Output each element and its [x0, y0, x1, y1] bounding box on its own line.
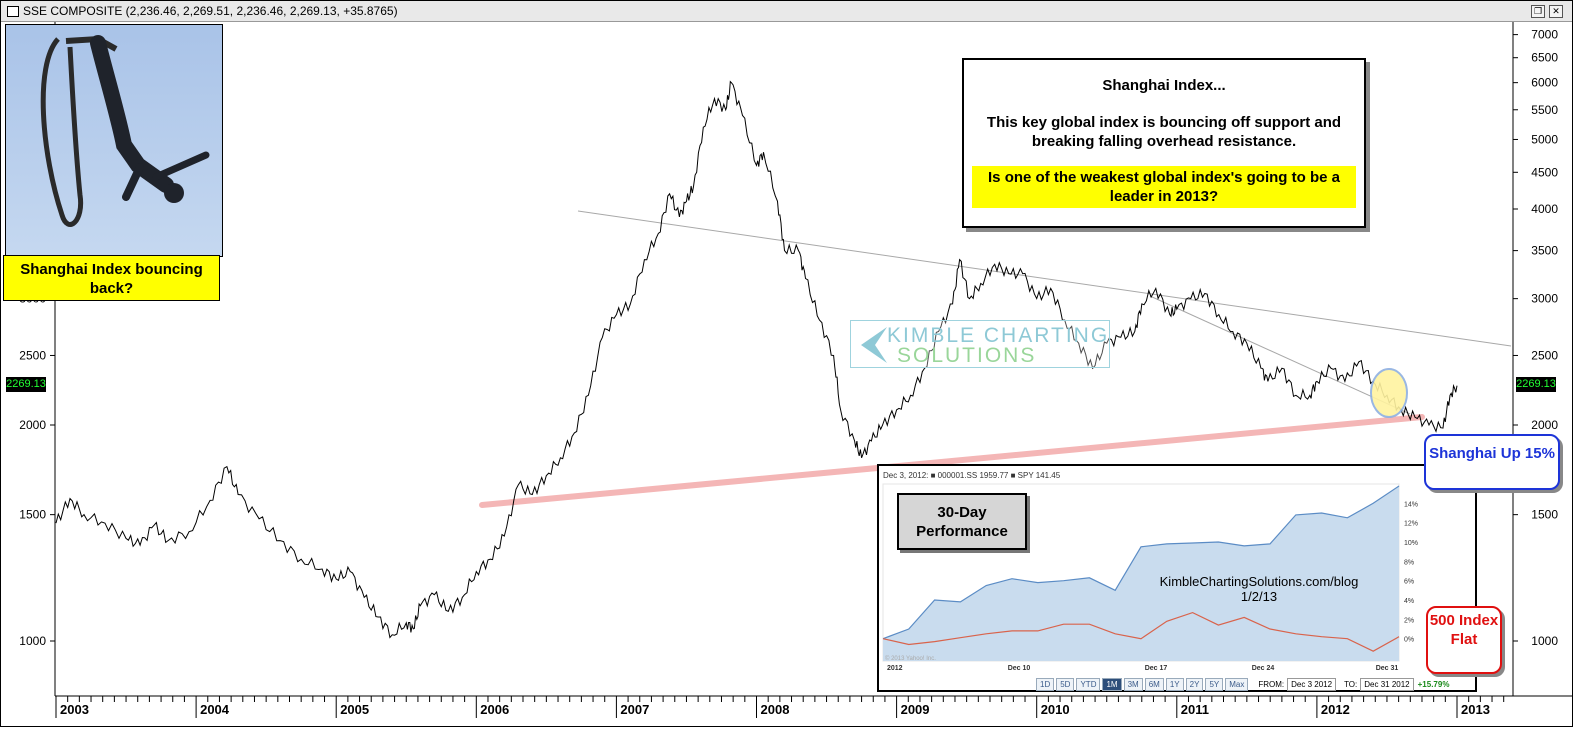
range-button-2y[interactable]: 2Y: [1185, 677, 1204, 691]
inset-copyright: © 2013 Yahoo! Inc.: [885, 656, 936, 662]
inset-legend: Dec 3, 2012: ■ 000001.SS 1959.77 ■ SPY 1…: [883, 471, 1061, 480]
inset-ytick-label: 12%: [1404, 521, 1418, 528]
change-percent: +15.79%: [1417, 679, 1450, 689]
left-tick-label: 1000: [19, 634, 46, 648]
from-label: FROM:: [1258, 679, 1285, 689]
right-tick-label: 2500: [1531, 348, 1558, 362]
range-button-1m[interactable]: 1M: [1102, 677, 1122, 691]
year-label: 2011: [1181, 702, 1209, 717]
right-tick-label: 7000: [1531, 28, 1558, 42]
performance-label-box: 30-Day Performance: [897, 493, 1027, 550]
right-tick-label: 4500: [1531, 165, 1558, 179]
inset-ytick-label: 14%: [1404, 501, 1418, 508]
window-title: SSE COMPOSITE (2,236.46, 2,269.51, 2,236…: [23, 4, 398, 18]
inset-ytick-label: 2%: [1404, 617, 1414, 624]
inset-xtick-label: 2012: [887, 665, 903, 672]
right-tick-label: 1500: [1531, 508, 1558, 522]
year-label: 2013: [1461, 702, 1490, 717]
range-button-5d[interactable]: 5D: [1056, 677, 1075, 691]
inset-ytick-label: 4%: [1404, 598, 1414, 605]
highlight-ellipse: [1370, 368, 1408, 418]
last-price-tag-left: 2269.13: [6, 377, 46, 392]
left-tick-label: 1500: [19, 508, 46, 522]
right-tick-label: 3000: [1531, 292, 1558, 306]
inset-watermark: KimbleChartingSolutions.com/blog 1/2/13: [1109, 574, 1409, 604]
last-price-tag-right: 2269.13: [1516, 377, 1556, 392]
shanghai-callout: Shanghai Up 15%: [1424, 434, 1560, 490]
year-label: 2009: [901, 702, 930, 717]
price-line: [55, 80, 1458, 639]
right-tick-label: 2000: [1531, 418, 1558, 432]
to-date-input[interactable]: Dec 31 2012: [1360, 677, 1414, 691]
year-label: 2006: [480, 702, 509, 717]
year-label: 2008: [761, 702, 790, 717]
close-button[interactable]: ✕: [1549, 5, 1563, 18]
right-tick-label: 1000: [1531, 634, 1558, 648]
left-tick-label: 2000: [19, 418, 46, 432]
kimble-watermark: KIMBLE CHARTING SOLUTIONS: [850, 320, 1110, 368]
year-label: 2004: [200, 702, 230, 717]
to-label: TO:: [1344, 679, 1358, 689]
inset-ytick-label: 10%: [1404, 540, 1418, 547]
annotation-body: This key global index is bouncing off su…: [986, 114, 1342, 150]
resistance-trendline: [577, 210, 1512, 347]
inset-ytick-label: 6%: [1404, 579, 1414, 586]
photo-caption: Shanghai Index bouncing back?: [3, 255, 220, 301]
range-button-max[interactable]: Max: [1225, 677, 1249, 691]
watermark-line2: SOLUTIONS: [897, 344, 1037, 367]
right-tick-label: 4000: [1531, 202, 1558, 216]
restore-button[interactable]: ❐: [1531, 5, 1545, 18]
right-tick-label: 5500: [1531, 103, 1558, 117]
year-label: 2012: [1321, 702, 1350, 717]
bungee-jumper-illustration: [40, 35, 210, 227]
range-button-1y[interactable]: 1Y: [1165, 677, 1184, 691]
inset-xtick-label: Dec 24: [1252, 665, 1275, 672]
watermark-line1: KIMBLE CHARTING: [887, 324, 1110, 347]
inset-date: 1/2/13: [1240, 589, 1278, 604]
from-date-input[interactable]: Dec 3 2012: [1287, 677, 1337, 691]
inset-xtick-label: Dec 17: [1145, 665, 1168, 672]
right-tick-label: 3500: [1531, 244, 1558, 258]
inset-xtick-label: Dec 31: [1376, 665, 1399, 672]
annotation-heading: Shanghai Index...: [1102, 77, 1226, 94]
annotation-box: Shanghai Index... This key global index …: [962, 58, 1366, 228]
left-tick-label: 2500: [19, 348, 46, 362]
sp500-callout: 500 Index Flat: [1426, 606, 1502, 674]
performance-inset: Dec 3, 2012: ■ 000001.SS 1959.77 ■ SPY 1…: [877, 464, 1477, 692]
year-label: 2005: [340, 702, 369, 717]
right-tick-label: 6500: [1531, 51, 1558, 65]
support-trendline: [479, 414, 1425, 508]
range-button-3m[interactable]: 3M: [1123, 677, 1143, 691]
short-resistance-trendline: [1149, 295, 1411, 415]
year-label: 2007: [620, 702, 649, 717]
inset-shanghai-line: [882, 485, 1400, 640]
year-label: 2010: [1041, 702, 1070, 717]
inset-spy-line: [882, 611, 1400, 652]
range-button-6m[interactable]: 6M: [1144, 677, 1164, 691]
inset-xtick-label: Dec 10: [1008, 665, 1031, 672]
watermark-logo-icon: [861, 327, 887, 363]
window-titlebar: SSE COMPOSITE (2,236.46, 2,269.51, 2,236…: [1, 1, 1572, 22]
year-label: 2003: [60, 702, 89, 717]
inset-ytick-label: 0%: [1404, 637, 1414, 644]
right-tick-label: 6000: [1531, 76, 1558, 90]
window-icon: [7, 6, 19, 17]
right-tick-label: 5000: [1531, 132, 1558, 146]
range-button-ytd[interactable]: YTD: [1076, 677, 1101, 691]
inset-url: KimbleChartingSolutions.com/blog: [1159, 574, 1359, 589]
inset-shanghai-area: [883, 486, 1399, 661]
bungee-jumper-photo: [5, 24, 223, 257]
annotation-highlight: Is one of the weakest global index's goi…: [972, 166, 1356, 208]
range-button-1d[interactable]: 1D: [1036, 677, 1055, 691]
range-selector: 1D 5D YTD 1M 3M 6M 1Y 2Y 5Y Max FROM: Dec 3 2012 TO:…: [1036, 677, 1449, 691]
inset-ytick-label: 8%: [1404, 559, 1414, 566]
range-button-5y[interactable]: 5Y: [1205, 677, 1224, 691]
